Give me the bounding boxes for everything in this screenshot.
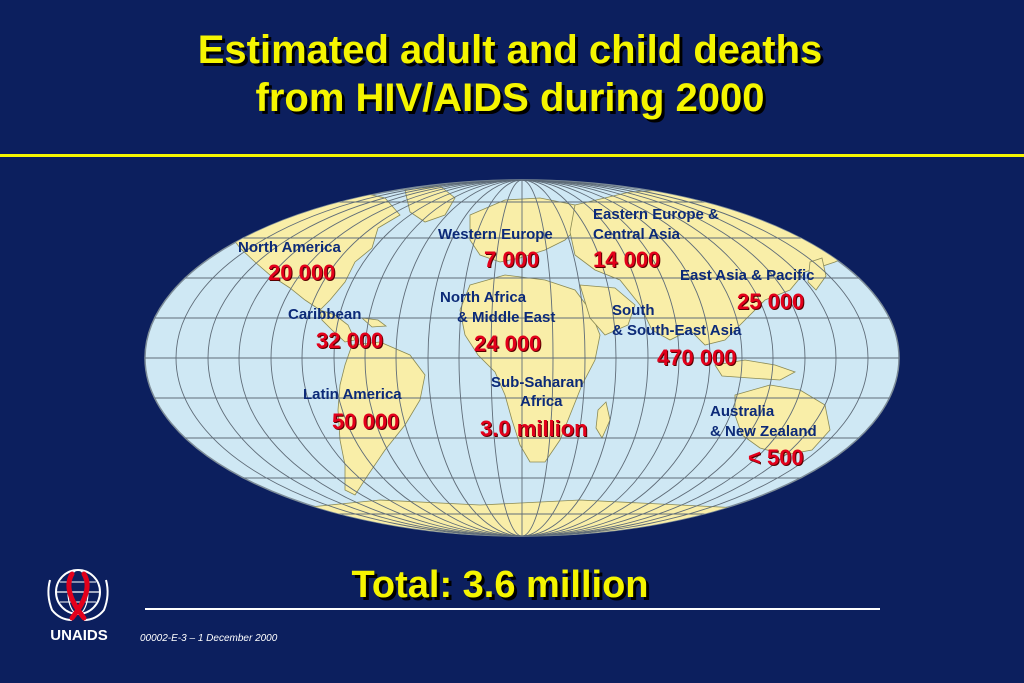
label-east-asia-pacific: East Asia & Pacific bbox=[680, 267, 815, 284]
label-north-africa-line-2: & Middle East bbox=[457, 309, 556, 326]
land-indonesia bbox=[714, 359, 796, 381]
title-line-1: Estimated adult and child deaths bbox=[197, 28, 823, 72]
land-caribbean-islands bbox=[360, 317, 388, 328]
land-japan bbox=[807, 257, 827, 291]
land-australia bbox=[734, 384, 831, 456]
label-eastern-europe-line-1: Eastern Europe & bbox=[593, 206, 719, 223]
label-sub-saharan-line-2: Africa bbox=[520, 393, 563, 410]
value-latin-america: 50 000 bbox=[332, 409, 400, 434]
land-antarctica bbox=[249, 499, 822, 536]
label-caribbean: Caribbean bbox=[288, 306, 362, 323]
value-north-africa-middle-east: 24 000 bbox=[474, 331, 542, 356]
value-east-asia-pacific: 25 000 bbox=[737, 289, 805, 314]
value-north-america: 20 000 bbox=[268, 260, 336, 285]
title-underline bbox=[0, 154, 1024, 157]
value-western-europe: 7 000 bbox=[484, 247, 540, 272]
label-latin-america: Latin America bbox=[303, 386, 402, 403]
value-australia-new-zealand: < 500 bbox=[748, 445, 804, 470]
unaids-logo-text: UNAIDS bbox=[50, 627, 108, 644]
value-eastern-europe-central-asia: 14 000 bbox=[593, 247, 661, 272]
value-south-southeast-asia: 470 000 bbox=[657, 345, 737, 370]
value-caribbean: 32 000 bbox=[316, 328, 384, 353]
label-south-asia-line-1: South bbox=[612, 302, 655, 319]
total-deaths: Total: 3.6 million bbox=[351, 564, 649, 606]
label-sub-saharan-line-1: Sub-Saharan bbox=[491, 374, 584, 391]
label-australia-line-2: & New Zealand bbox=[710, 423, 817, 440]
bottom-underline bbox=[145, 608, 880, 610]
unaids-logo-icon bbox=[47, 569, 109, 621]
label-north-america: North America bbox=[238, 239, 341, 256]
land-new-zealand bbox=[849, 444, 865, 477]
label-south-asia-line-2: & South-East Asia bbox=[612, 322, 742, 339]
land-madagascar bbox=[595, 401, 611, 439]
landmasses bbox=[227, 185, 871, 536]
label-eastern-europe-line-2: Central Asia bbox=[593, 226, 680, 243]
value-sub-saharan-africa: 3.0 million bbox=[480, 416, 588, 441]
label-north-africa-line-1: North Africa bbox=[440, 289, 527, 306]
footnote: 00002-E-3 – 1 December 2000 bbox=[140, 633, 278, 644]
label-western-europe: Western Europe bbox=[438, 226, 553, 243]
graticule bbox=[145, 180, 899, 536]
title-line-2: from HIV/AIDS during 2000 bbox=[255, 76, 765, 120]
slide-title: Estimated adult and child deaths from HI… bbox=[120, 26, 900, 122]
label-australia-line-1: Australia bbox=[710, 403, 775, 420]
